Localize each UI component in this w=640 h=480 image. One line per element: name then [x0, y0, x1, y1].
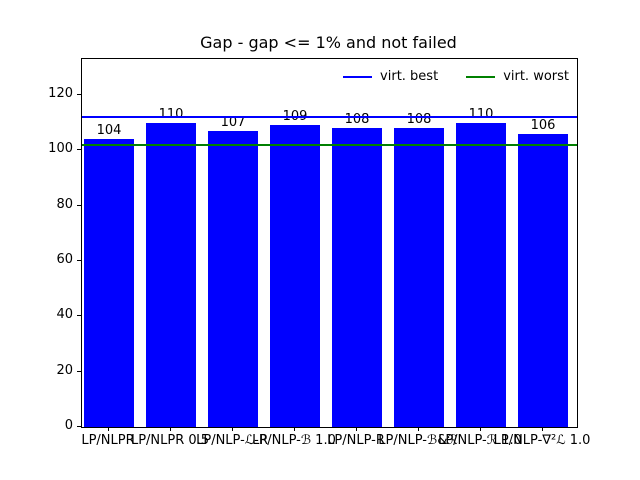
x-tick-label: LP/NLP-ℛ 1.0	[438, 433, 522, 448]
legend: virt. best virt. worst	[343, 69, 569, 84]
y-tick-label: 20	[56, 362, 73, 378]
bar	[84, 139, 134, 427]
y-tick-label: 40	[56, 307, 73, 323]
bar	[518, 133, 568, 427]
x-tick-label: LP/NLP-ℬ 1.0	[252, 433, 336, 448]
x-tick-mark	[232, 427, 233, 431]
bar-value-label: 110	[468, 106, 494, 122]
x-tick-label: LP/NLP-ℒ-R	[196, 433, 268, 448]
virt-worst-line	[82, 143, 577, 146]
x-tick-label: LP/NLP-∇²ℒ 1.0	[493, 433, 591, 448]
bar	[146, 122, 196, 427]
y-tick-label: 80	[56, 196, 73, 212]
virt-worst-line-icon	[466, 75, 496, 78]
x-tick-mark	[418, 427, 419, 431]
bar	[456, 122, 506, 427]
y-tick-mark	[77, 426, 81, 427]
bar-value-label: 110	[158, 106, 184, 122]
x-tick-label: LP/NLPR	[81, 433, 135, 448]
y-tick-label: 120	[48, 85, 73, 101]
bar-value-label: 104	[96, 123, 122, 139]
bar	[270, 125, 320, 427]
plot-area: 104 110 107 109 108 108 110 106 virt. best virt…	[81, 58, 578, 428]
y-tick-label: 100	[48, 141, 73, 157]
bar	[394, 128, 444, 427]
y-tick-mark	[77, 93, 81, 95]
x-tick-label: LP/NLP-ℬ&ℛ	[378, 433, 458, 448]
y-tick-label: 0	[64, 418, 73, 433]
chart-title: Gap - gap <= 1% and not failed	[200, 33, 457, 52]
x-tick-mark	[480, 427, 481, 431]
bar	[332, 128, 382, 427]
bar-value-label: 107	[220, 114, 246, 130]
x-tick-label: LP/NLPR 0.5	[130, 433, 210, 448]
legend-item-virt-worst: virt. worst	[466, 69, 569, 84]
x-tick-mark	[108, 427, 109, 431]
x-tick-mark	[542, 427, 543, 431]
virt-best-line	[82, 116, 577, 119]
x-tick-label: LP/NLP-R	[327, 433, 385, 448]
bar-value-label: 108	[406, 112, 432, 128]
y-tick-mark	[77, 315, 81, 317]
virt-best-line-icon	[343, 75, 373, 78]
y-tick-label: 60	[56, 251, 73, 267]
y-tick-mark	[77, 370, 81, 372]
y-tick-mark	[77, 149, 81, 151]
bar-value-label: 108	[344, 112, 370, 128]
x-tick-mark	[170, 427, 171, 431]
y-tick-mark	[77, 259, 81, 261]
x-tick-mark	[356, 427, 357, 431]
legend-item-virt-best: virt. best	[343, 69, 438, 84]
bar-value-label: 106	[530, 117, 556, 133]
legend-label-virt-worst: virt. worst	[503, 69, 569, 84]
y-tick-mark	[77, 204, 81, 206]
x-tick-mark	[294, 427, 295, 431]
bar	[208, 130, 258, 427]
legend-label-virt-best: virt. best	[380, 69, 439, 84]
